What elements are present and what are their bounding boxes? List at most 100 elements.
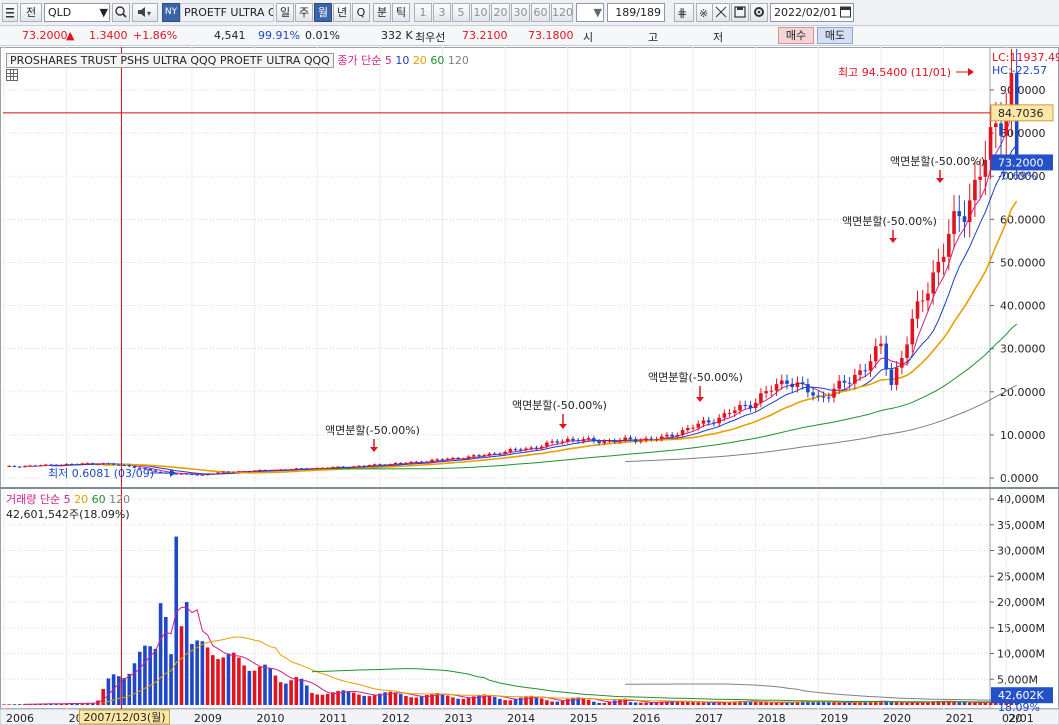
volume-bar [59, 703, 64, 705]
interval-5-button[interactable]: 5 [452, 3, 470, 22]
symbol-input[interactable]: QLD ▼ [44, 3, 110, 22]
volume-bar [654, 702, 659, 705]
price-candle [127, 465, 132, 467]
interval-30-button[interactable]: 30 [511, 3, 530, 22]
price-candle [372, 464, 377, 466]
calendar-icon[interactable] [840, 5, 851, 21]
lc-label: LC:11937.49 [992, 51, 1059, 64]
current-price: 73.2000 [22, 29, 68, 42]
price-candle [612, 440, 617, 442]
price-candle [978, 176, 982, 180]
sound-icon[interactable]: ▾ [132, 3, 158, 22]
volume-bar [795, 701, 800, 705]
price-candle [273, 469, 278, 471]
price-candle [518, 449, 523, 451]
volume-bar [257, 666, 262, 705]
x-tick-label: 2018 [758, 712, 786, 725]
volume-bar [174, 536, 179, 705]
interval-1-button[interactable]: 1 [414, 3, 432, 22]
volume-bar [811, 701, 815, 705]
price-candle [727, 412, 732, 414]
period-day-button[interactable]: 일 [276, 3, 294, 22]
interval-120-button[interactable]: 120 [551, 3, 573, 22]
period-year-button[interactable]: 년 [333, 3, 351, 22]
volume-bar [414, 697, 419, 705]
price-candle [357, 465, 361, 467]
price-candle [211, 473, 215, 475]
period-quarter-button[interactable]: Q [352, 3, 370, 22]
price-candle [879, 343, 883, 347]
period-minute-button[interactable]: 분 [373, 3, 391, 22]
volume-bar [863, 701, 868, 705]
volume-bar [461, 698, 466, 705]
price-candle [800, 382, 805, 385]
chart-area[interactable]: 90.0000 80.0000 70.0000 60.0000 50.0000 40.00… [0, 47, 1059, 725]
price-change-pct: +1.86% [133, 29, 178, 42]
x-tick-label: 2019 [820, 712, 848, 725]
gear-icon[interactable] [750, 3, 768, 22]
split-arrow-head [936, 178, 944, 183]
volume-bar [513, 699, 518, 705]
price-candle [487, 453, 492, 456]
volume-bar [242, 665, 246, 705]
chevron-down-icon[interactable]: ▼ [99, 6, 108, 19]
volume-bar [785, 702, 789, 705]
period-tick-button[interactable]: 틱 [392, 3, 410, 22]
volume-bar [122, 678, 126, 705]
period-week-button[interactable]: 주 [295, 3, 313, 22]
panel-grid-icon[interactable] [6, 69, 18, 81]
bid-price: 73.1800 [528, 29, 574, 42]
price-candle [842, 380, 847, 383]
price-candle [28, 465, 32, 467]
volume-bar [774, 702, 779, 705]
instrument-name: PROETF ULTRA QQQ [180, 3, 274, 22]
price-candle [23, 466, 27, 468]
price-tick-label: 40.0000 [1000, 300, 1046, 313]
price-candle [310, 468, 314, 470]
volume-bar [393, 692, 398, 705]
price-candle [654, 439, 659, 441]
menu-icon[interactable] [2, 3, 18, 22]
split-annotation: 액면분할(-50.00%) [325, 424, 420, 437]
volume-bar [633, 702, 638, 705]
crosshair-icon[interactable] [712, 3, 730, 22]
interval-60-button[interactable]: 60 [531, 3, 550, 22]
x-tick-label: 2020 [883, 712, 911, 725]
x-tick-label: 2021 [946, 712, 974, 725]
interval-3-button[interactable]: 3 [433, 3, 451, 22]
volume-bar [612, 700, 617, 705]
market-selector[interactable]: 전 [20, 3, 42, 22]
buy-button[interactable]: 매수 [778, 27, 814, 44]
price-candle [409, 461, 413, 463]
price-candle [477, 455, 481, 457]
price-candle [988, 127, 993, 160]
price-volume-chart[interactable]: 90.000080.000070.000060.000050.000040.00… [0, 47, 1059, 725]
volume-panel-legend: 거래량 단순 5 20 60 120 [6, 491, 130, 507]
search-icon[interactable] [112, 3, 130, 22]
price-candle [779, 380, 784, 385]
interval-10-button[interactable]: 10 [471, 3, 490, 22]
grid-icon[interactable]: ⋕ [674, 3, 694, 22]
volume-bar [179, 626, 184, 705]
interval-input[interactable]: ▼ [576, 3, 604, 22]
ma-label: 종가 단순 [337, 54, 382, 67]
high-annotation: 최고 94.5400 (11/01) [838, 66, 951, 79]
volume-bar [498, 698, 502, 705]
interval-20-button[interactable]: 20 [491, 3, 510, 22]
volume-bar [920, 701, 925, 705]
volume-bar [237, 657, 241, 705]
sell-button[interactable]: 매도 [817, 27, 853, 44]
price-candle [106, 463, 111, 465]
price-candle [278, 469, 283, 471]
period-month-button[interactable]: 월 [314, 3, 332, 22]
volume-bar [299, 678, 304, 705]
date-input[interactable]: 2022/02/01 [770, 3, 854, 22]
volume-bar [743, 701, 748, 705]
price-candle [576, 440, 580, 442]
price-candle [738, 404, 742, 411]
volume-bar [310, 692, 314, 705]
save-icon[interactable] [731, 3, 749, 22]
price-candle [717, 417, 721, 424]
volume-bar [764, 702, 768, 705]
chevron-down-icon[interactable]: ▼ [593, 6, 602, 19]
